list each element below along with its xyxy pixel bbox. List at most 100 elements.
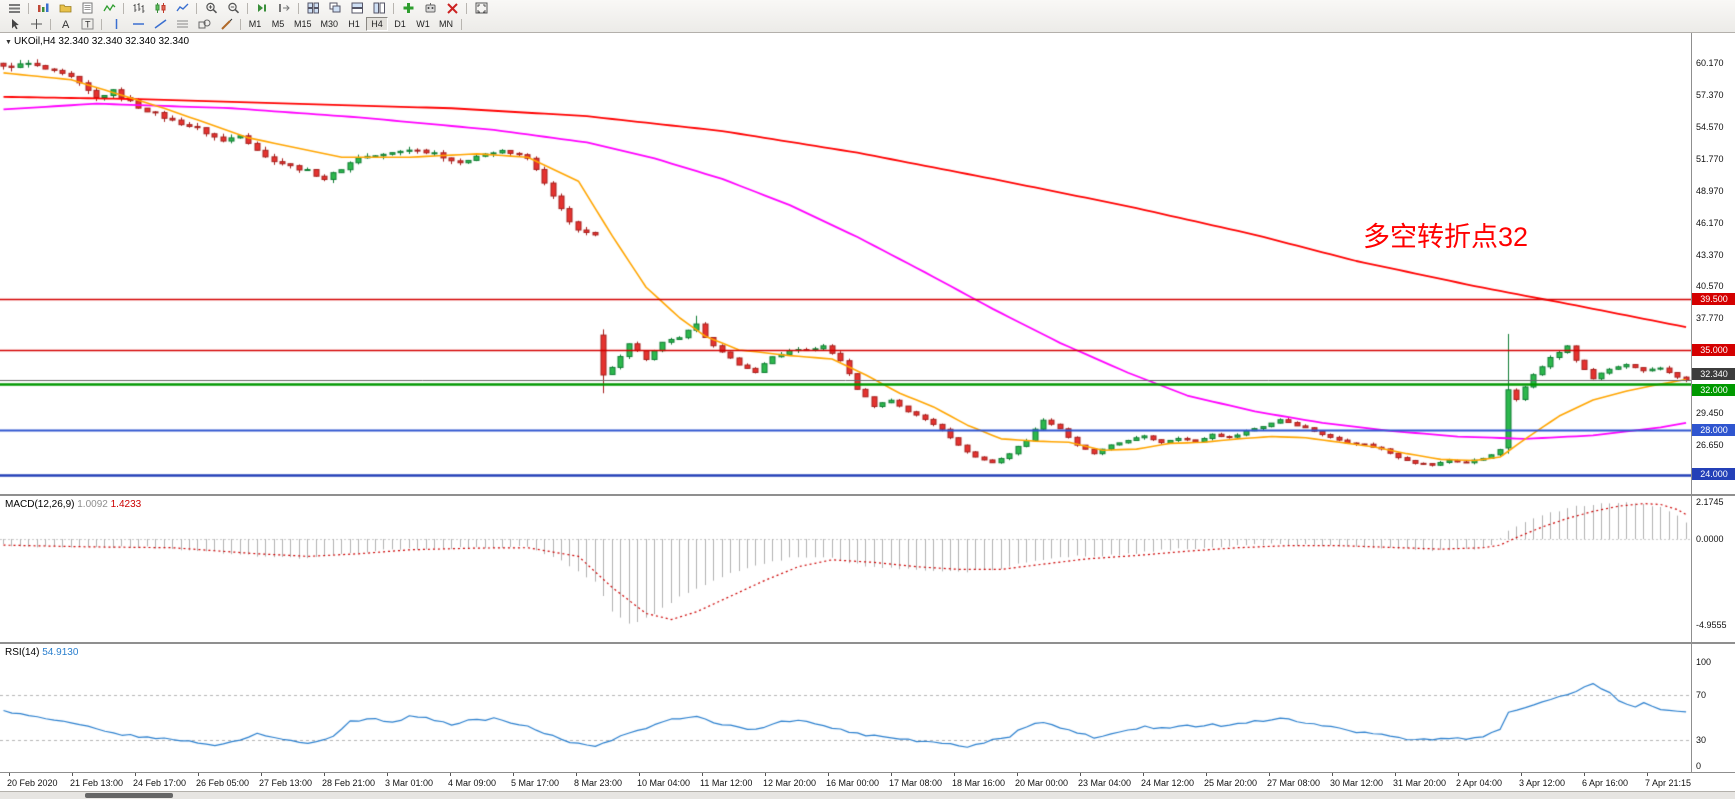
price-scale-tick: 60.170: [1696, 57, 1724, 68]
stop-script-icon: [446, 3, 458, 14]
svg-text:A: A: [62, 19, 70, 30]
macd-signal-value: 1.4233: [110, 499, 142, 510]
zoom-out-icon: [227, 2, 239, 14]
tile-horizontal-button[interactable]: [346, 0, 368, 16]
zoom-in-button[interactable]: [200, 0, 222, 16]
tile-windows-button[interactable]: [302, 0, 324, 16]
toolbar-row-2: A T M1 M5 M15 M30 H1 H4 D1 W1 MN: [0, 16, 1735, 32]
panel-splitter-2[interactable]: [0, 642, 1735, 644]
macd-scale[interactable]: 2.1745 0.0000 -4.9555: [1691, 496, 1735, 642]
chart-shift-button[interactable]: [273, 0, 295, 16]
text-box-button[interactable]: T: [76, 16, 98, 32]
time-axis-label: 12 Mar 20:00: [763, 778, 817, 788]
time-axis-label: 2 Apr 04:00: [1456, 778, 1503, 788]
chart-annotation-text[interactable]: 多空转折点32: [1363, 222, 1529, 252]
price-scale-tick: 54.570: [1696, 121, 1724, 132]
new-order-icon: [403, 3, 413, 13]
horizontal-scrollbar[interactable]: [0, 791, 1735, 799]
zoom-out-button[interactable]: [222, 0, 244, 16]
shapes-tool-icon: [198, 19, 210, 29]
time-axis-tick: [1269, 773, 1270, 776]
price-level-badge: 32.000: [1692, 384, 1735, 397]
bar-chart-button[interactable]: [127, 0, 149, 16]
time-axis-tick: [1206, 773, 1207, 776]
price-scale-tick: 46.170: [1696, 217, 1724, 228]
ohlc-readout: 32.340 32.340 32.340 32.340: [58, 36, 190, 47]
text-label-button[interactable]: A: [54, 16, 76, 32]
toolbar-separator: [393, 2, 394, 14]
rsi-scale[interactable]: 100 70 30 0: [1691, 644, 1735, 772]
rsi-scale-tick: 100: [1696, 656, 1712, 667]
profiles-button[interactable]: [54, 0, 76, 16]
data-window-icon: [102, 3, 115, 12]
rsi-panel[interactable]: RSI(14) 54.9130 100 70 30 0: [0, 644, 1735, 772]
toolbar-separator: [196, 2, 197, 14]
macd-panel[interactable]: MACD(12,26,9) 1.0092 1.4233 2.1745 0.0000…: [0, 496, 1735, 642]
data-window-button[interactable]: [98, 0, 120, 16]
timeframe-m1-button[interactable]: M1: [248, 19, 262, 29]
full-screen-button[interactable]: [470, 0, 492, 16]
vertical-line-tool-icon: [115, 19, 117, 29]
time-axis-label: 3 Apr 12:00: [1519, 778, 1566, 788]
price-level-badge: 35.000: [1692, 343, 1735, 356]
draw-tool-button[interactable]: [215, 16, 237, 32]
time-axis-tick: [828, 773, 829, 776]
horizontal-line-tool-button[interactable]: [127, 16, 149, 32]
new-order-button[interactable]: [397, 0, 419, 16]
macd-canvas[interactable]: [0, 496, 1691, 642]
timeframe-m30-button[interactable]: M30: [320, 19, 339, 29]
stop-script-button[interactable]: [441, 0, 463, 16]
fibonacci-tool-button[interactable]: [171, 16, 193, 32]
timeframe-w1-button[interactable]: W1: [416, 19, 430, 29]
panel-splitter-1[interactable]: [0, 494, 1735, 496]
tile-vertical-icon: [373, 2, 385, 14]
timeframe-m15-button[interactable]: M15: [294, 19, 312, 29]
full-screen-icon: [475, 2, 487, 14]
time-axis-label: 27 Feb 13:00: [259, 778, 313, 788]
new-chart-button[interactable]: [32, 0, 54, 16]
cascade-windows-icon: [329, 2, 340, 13]
scrollbar-thumb[interactable]: [85, 793, 173, 798]
menu-button[interactable]: [3, 0, 25, 16]
cascade-windows-button[interactable]: [324, 0, 346, 16]
macd-scale-tick: 2.1745: [1696, 497, 1724, 507]
price-scale-tick: 26.650: [1696, 440, 1724, 451]
time-axis-tick: [72, 773, 73, 776]
vertical-line-tool-button[interactable]: [105, 16, 127, 32]
timeframe-h1-button[interactable]: H1: [348, 19, 360, 29]
time-axis-label: 25 Mar 20:00: [1204, 778, 1258, 788]
tile-vertical-button[interactable]: [368, 0, 390, 16]
crosshair-button[interactable]: [25, 16, 47, 32]
menu-icon: [8, 4, 20, 13]
cursor-button[interactable]: [3, 16, 25, 32]
price-scale[interactable]: 60.170 57.370 54.570 51.770 48.970 46.170 43.3…: [1691, 33, 1735, 494]
expert-advisors-button[interactable]: [419, 0, 441, 16]
candlestick-chart-button[interactable]: [149, 0, 171, 16]
trendline-tool-button[interactable]: [149, 16, 171, 32]
bar-chart-icon: [133, 3, 144, 13]
timeframe-m5-button[interactable]: M5: [271, 19, 285, 29]
price-level-badge: 24.000: [1692, 468, 1735, 481]
shapes-tool-button[interactable]: [193, 16, 215, 32]
auto-scroll-icon: [257, 4, 266, 12]
symbol-collapse-icon[interactable]: ▼: [5, 39, 12, 46]
time-axis[interactable]: 20 Feb 2020 21 Feb 13:00 24 Feb 17:00 26 Fe…: [0, 772, 1735, 791]
time-axis-label: 7 Apr 21:15: [1645, 778, 1692, 788]
timeframe-h4-button[interactable]: H4: [366, 17, 389, 31]
price-chart-canvas[interactable]: [0, 33, 1691, 494]
line-chart-button[interactable]: [171, 0, 193, 16]
time-axis-label: 4 Mar 09:00: [448, 778, 497, 788]
rsi-canvas[interactable]: [0, 644, 1691, 772]
market-watch-icon: [82, 2, 92, 14]
time-axis-tick: [387, 773, 388, 776]
market-watch-button[interactable]: [76, 0, 98, 16]
time-axis-label: 8 Mar 23:00: [574, 778, 623, 788]
timeframe-mn-button[interactable]: MN: [439, 19, 454, 29]
time-axis-label: 16 Mar 00:00: [826, 778, 880, 788]
toolbar: A T M1 M5 M15 M30 H1 H4 D1 W1 MN: [0, 0, 1735, 33]
price-panel[interactable]: ▼ UKOil,H4 32.340 32.340 32.340 32.340 多空…: [0, 33, 1735, 494]
auto-scroll-button[interactable]: [251, 0, 273, 16]
timeframe-d1-button[interactable]: D1: [394, 19, 406, 29]
time-axis-label: 20 Mar 00:00: [1015, 778, 1069, 788]
